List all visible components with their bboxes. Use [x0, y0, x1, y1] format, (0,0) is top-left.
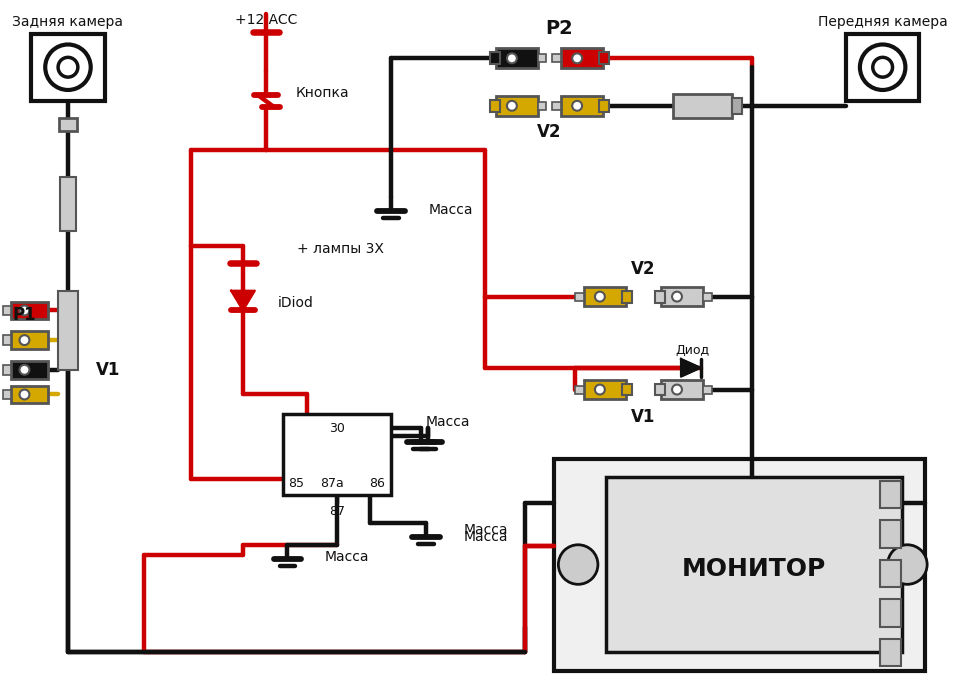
- Circle shape: [45, 45, 90, 90]
- Bar: [599, 100, 609, 112]
- Circle shape: [860, 45, 905, 90]
- Bar: [11, 302, 48, 319]
- Bar: [3, 389, 11, 400]
- Text: P1: P1: [12, 307, 36, 324]
- Text: Передняя камера: Передняя камера: [818, 15, 948, 29]
- Bar: [282, 414, 392, 496]
- Circle shape: [19, 365, 30, 374]
- Bar: [656, 384, 665, 395]
- Circle shape: [595, 292, 605, 302]
- Bar: [879, 559, 901, 587]
- Bar: [32, 34, 105, 101]
- Bar: [562, 96, 603, 116]
- Bar: [879, 599, 901, 626]
- Text: V2: V2: [538, 123, 562, 141]
- Text: Задняя камера: Задняя камера: [12, 15, 124, 29]
- Circle shape: [572, 53, 582, 63]
- Text: Диод: Диод: [676, 344, 709, 356]
- Bar: [661, 287, 703, 307]
- Bar: [879, 480, 901, 508]
- Bar: [60, 177, 76, 232]
- Text: +12 ACC: +12 ACC: [234, 13, 297, 27]
- Circle shape: [59, 57, 78, 77]
- Bar: [703, 293, 711, 300]
- Text: 87а: 87а: [320, 477, 344, 490]
- Bar: [491, 52, 500, 64]
- Bar: [496, 96, 538, 116]
- Text: Кнопка: Кнопка: [296, 86, 349, 100]
- Circle shape: [19, 389, 30, 400]
- Bar: [622, 290, 632, 302]
- Text: Масса: Масса: [464, 530, 508, 544]
- Polygon shape: [231, 290, 254, 311]
- Circle shape: [672, 292, 682, 302]
- Bar: [606, 477, 902, 652]
- Bar: [879, 638, 901, 666]
- Circle shape: [572, 101, 582, 111]
- Circle shape: [19, 335, 30, 345]
- Bar: [555, 458, 925, 671]
- Circle shape: [507, 53, 516, 63]
- Text: Масса: Масса: [464, 523, 508, 537]
- Circle shape: [595, 384, 605, 395]
- Bar: [491, 100, 500, 112]
- Text: iDiod: iDiod: [277, 295, 314, 309]
- Bar: [11, 361, 48, 379]
- Text: 86: 86: [370, 477, 385, 490]
- Bar: [552, 102, 562, 110]
- Text: + лампы 3Х: + лампы 3Х: [298, 242, 384, 256]
- Bar: [11, 331, 48, 349]
- Text: 30: 30: [329, 421, 345, 435]
- Bar: [656, 290, 665, 302]
- Bar: [575, 293, 584, 300]
- Bar: [661, 379, 703, 400]
- Bar: [3, 335, 11, 345]
- Bar: [562, 48, 603, 68]
- Text: V1: V1: [96, 360, 120, 379]
- Circle shape: [888, 545, 927, 584]
- Circle shape: [873, 57, 893, 77]
- Text: 85: 85: [288, 477, 304, 490]
- Bar: [622, 384, 632, 395]
- Bar: [575, 386, 584, 393]
- Bar: [732, 98, 742, 113]
- Text: V2: V2: [631, 260, 656, 278]
- Circle shape: [559, 545, 598, 584]
- Bar: [60, 118, 77, 132]
- Bar: [11, 386, 48, 403]
- Bar: [599, 52, 609, 64]
- Text: 87: 87: [329, 505, 345, 518]
- Text: Масса: Масса: [426, 415, 470, 429]
- Bar: [496, 48, 538, 68]
- Bar: [538, 55, 546, 62]
- Bar: [584, 287, 626, 307]
- Polygon shape: [681, 359, 701, 377]
- Text: Масса: Масса: [325, 550, 370, 564]
- Bar: [552, 55, 562, 62]
- Text: МОНИТОР: МОНИТОР: [682, 557, 827, 582]
- Bar: [3, 305, 11, 316]
- Bar: [538, 102, 546, 110]
- Circle shape: [672, 384, 682, 395]
- Bar: [673, 94, 732, 118]
- Text: V1: V1: [632, 408, 656, 426]
- Bar: [3, 365, 11, 374]
- Text: Масса: Масса: [429, 202, 473, 216]
- Bar: [846, 34, 920, 101]
- Text: P2: P2: [545, 19, 573, 38]
- Circle shape: [19, 305, 30, 316]
- Bar: [703, 386, 711, 393]
- Bar: [584, 379, 626, 400]
- Circle shape: [507, 101, 516, 111]
- Bar: [59, 290, 78, 370]
- Bar: [879, 520, 901, 547]
